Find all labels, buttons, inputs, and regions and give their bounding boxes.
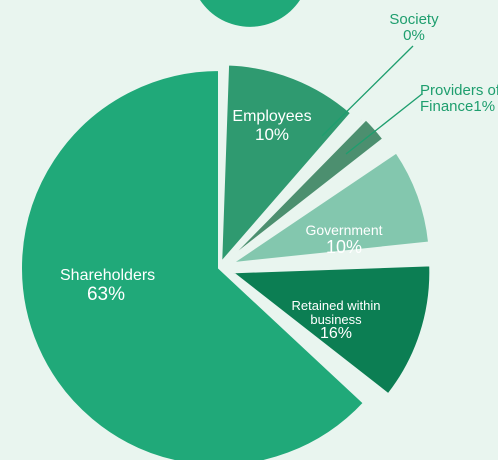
label-shareholders-value: 63% [86,283,126,305]
label-retained-name2: business [310,311,362,327]
pie-slice-providers-of-finance [226,118,385,262]
label-shareholders: Shareholders 63% [60,267,156,305]
label-providers-of-finance: Providers of Finance1% [420,83,498,115]
label-providers-name: Providers of [420,82,498,99]
label-retained-name: Retained within [291,298,381,313]
pie-slice-retained-within-business [229,264,432,396]
leader-line-providers [345,93,423,155]
pie-slice-employees [220,63,353,266]
label-employees-name: Employees [232,108,312,125]
label-shareholders-name: Shareholders [60,267,156,284]
label-government-name: Government [305,222,383,238]
label-retained-within-business: Retained within business 16% [276,299,396,343]
pie-slice-government [231,151,431,265]
leader-line-society [321,45,414,137]
pie-slice-shareholders [20,68,366,460]
label-government: Government 10% [296,223,392,257]
label-employees: Employees 10% [228,108,316,144]
label-retained-value: 16% [319,325,353,343]
label-society-value: 0% [403,26,425,44]
label-society-name: Society [389,11,439,28]
pie-slice-society [224,116,365,263]
label-society: Society 0% [384,12,444,44]
top-decorative-arc [200,0,300,27]
label-providers-value: Finance1% [420,97,496,115]
label-government-value: 10% [325,236,363,257]
label-employees-value: 10% [254,124,290,144]
